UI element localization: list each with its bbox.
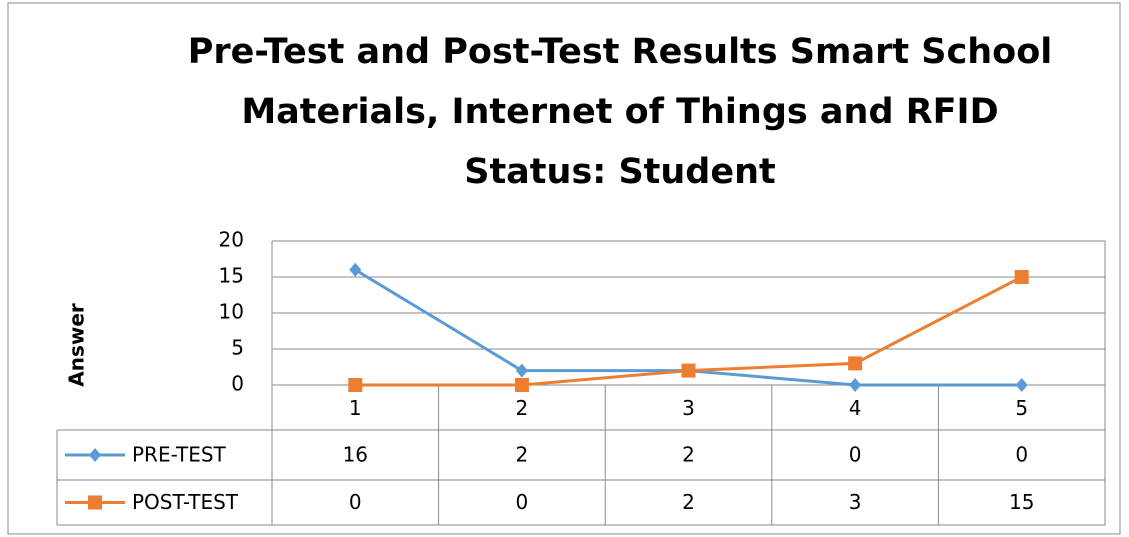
y-axis-label: Answer xyxy=(65,303,89,387)
y-tick-label: 0 xyxy=(231,372,244,396)
legend-label: PRE-TEST xyxy=(132,443,227,467)
table-value: 15 xyxy=(1009,490,1034,514)
x-tick-label: 3 xyxy=(682,396,695,420)
chart-border xyxy=(7,2,1121,535)
table-value: 0 xyxy=(349,490,362,514)
x-tick-label: 4 xyxy=(849,396,862,420)
legend-label: POST-TEST xyxy=(132,490,239,514)
y-tick-label: 20 xyxy=(219,228,244,252)
table-value: 3 xyxy=(849,490,862,514)
data-point xyxy=(514,378,529,392)
table-value: 0 xyxy=(516,490,529,514)
chart-title-block: Pre-Test and Post-Test Results Smart Sch… xyxy=(165,22,1075,202)
table-value: 0 xyxy=(1015,443,1028,467)
data-point xyxy=(1014,270,1029,284)
table-value: 2 xyxy=(516,443,529,467)
data-point xyxy=(349,262,362,277)
chart-subtitle: Status: Student xyxy=(464,152,776,192)
table-value: 0 xyxy=(849,443,862,467)
x-tick-label: 5 xyxy=(1015,396,1028,420)
table-value: 16 xyxy=(343,443,368,467)
y-tick-label: 5 xyxy=(231,336,244,360)
y-tick-label: 15 xyxy=(219,264,244,288)
chart-title: Pre-Test and Post-Test Results Smart Sch… xyxy=(187,32,1053,132)
x-tick-label: 2 xyxy=(516,396,529,420)
legend-marker xyxy=(88,495,102,510)
table-value: 2 xyxy=(682,443,695,467)
legend-marker xyxy=(89,448,101,462)
data-point xyxy=(1015,378,1028,392)
data-point xyxy=(348,378,363,392)
data-point xyxy=(849,378,862,392)
y-tick-label: 10 xyxy=(219,300,244,324)
data-point xyxy=(681,363,696,378)
data-point xyxy=(848,356,863,371)
x-tick-label: 1 xyxy=(349,396,362,420)
table-value: 2 xyxy=(682,490,695,514)
data-point xyxy=(515,363,528,378)
